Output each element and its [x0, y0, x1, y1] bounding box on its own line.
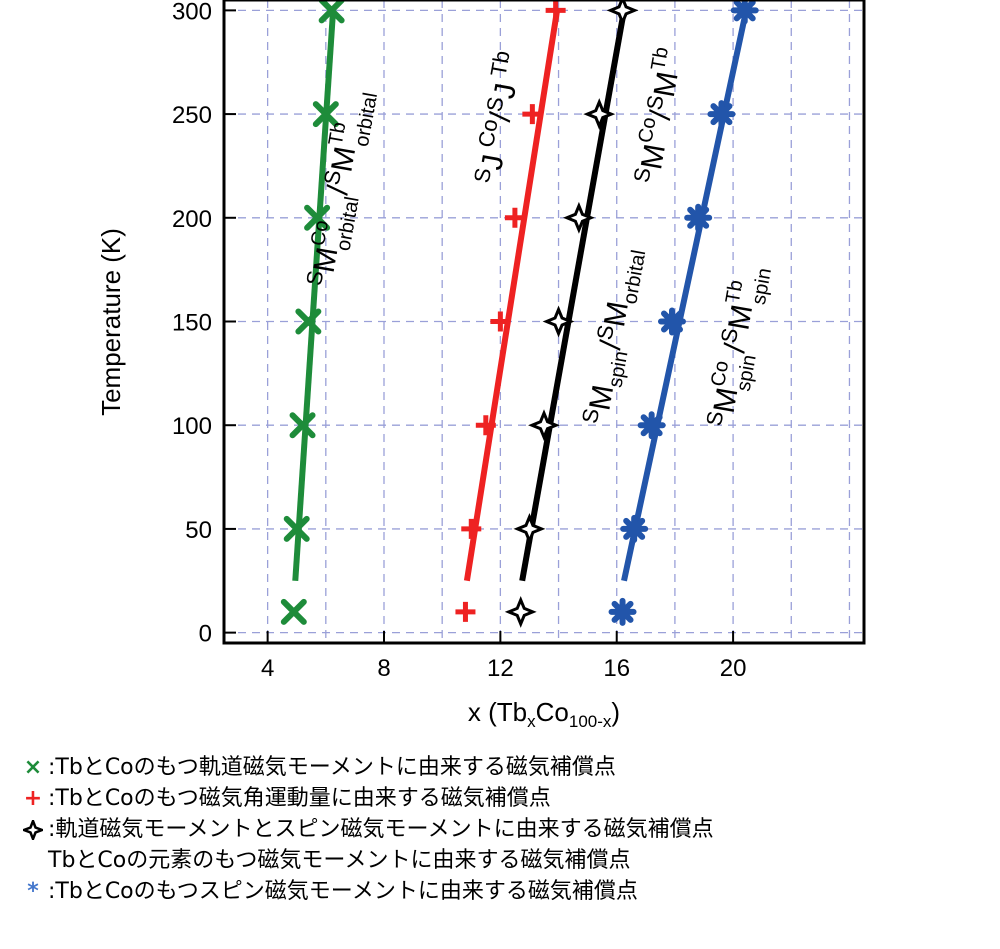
legend-text: TbとCoの元素のもつ磁気モーメントに由来する磁気補償点: [48, 848, 631, 873]
data-point-x: [280, 598, 307, 625]
data-point-star: [542, 305, 575, 338]
y-tick-label: 50: [185, 517, 212, 544]
legend-item-angular-momentum: +:TbとCoのもつ磁気角運動量に由来する磁気補償点: [18, 783, 993, 814]
data-point-plus: [455, 601, 476, 622]
data-point-plus: [522, 104, 543, 125]
x-tick-label: 8: [377, 655, 390, 682]
grid-lines: [224, 0, 864, 643]
data-point-x: [283, 515, 310, 542]
series-0: [280, 0, 345, 625]
x-tick-label: 16: [603, 655, 630, 682]
data-point-plus: [461, 518, 482, 539]
data-point-asterisk: [730, 0, 759, 25]
legend: ×:TbとCoのもつ軌道磁気モーメントに由来する磁気補償点 +:TbとCoのもつ…: [18, 752, 993, 907]
data-point-asterisk: [707, 100, 736, 129]
annotation-element-moment-ratio: SMCo/SMTb: [628, 45, 689, 186]
y-tick-label: 150: [172, 310, 212, 337]
annotation-spin-ratio: SMCospin/SMTbspin: [700, 262, 776, 432]
data-point-plus: [545, 0, 566, 21]
y-tick-label: 100: [172, 413, 212, 440]
data-point-asterisk: [637, 411, 666, 440]
svg-text:SMCoorbital/SMTborbital: SMCoorbital/SMTborbital: [300, 86, 382, 291]
series-line: [292, 10, 337, 581]
series-2: [504, 0, 639, 628]
x-tick-label: 20: [720, 655, 747, 682]
y-tick-label: 0: [199, 621, 212, 648]
plus-icon: +: [23, 786, 43, 811]
annotation-orbital-ratio: SMCoorbital/SMTborbital: [300, 86, 382, 291]
y-tick-label: 300: [172, 0, 212, 25]
asterisk-icon: *: [27, 879, 39, 904]
data-point-star: [606, 0, 639, 27]
data-point-x: [318, 0, 345, 24]
data-point-asterisk: [658, 307, 686, 336]
data-point-x: [289, 412, 316, 439]
data-point-plus: [475, 415, 496, 436]
x-mark-icon: ×: [23, 755, 43, 780]
legend-item-spin-orbital: :軌道磁気モーメントとスピン磁気モーメントに由来する磁気補償点: [18, 814, 993, 845]
series-line: [621, 9, 750, 582]
data-point-plus: [504, 207, 525, 228]
data-point-star: [528, 409, 560, 442]
series-line: [519, 9, 627, 582]
legend-item-orbital: ×:TbとCoのもつ軌道磁気モーメントに由来する磁気補償点: [18, 752, 993, 783]
legend-text: :TbとCoのもつ磁気角運動量に由来する磁気補償点: [48, 786, 551, 811]
data-point-x: [304, 204, 331, 231]
data-point-star: [562, 201, 595, 234]
series-1: [455, 0, 566, 622]
annotation-spin-orbital-ratio: SMspin/SMorbital: [577, 245, 650, 429]
data-point-asterisk: [620, 514, 649, 543]
x-tick-label: 4: [261, 655, 274, 682]
four-point-star-icon: [18, 814, 48, 845]
data-point-star: [513, 512, 546, 545]
data-point-asterisk: [608, 597, 637, 626]
svg-text:SMspin/SMorbital: SMspin/SMorbital: [577, 245, 650, 429]
legend-text: :TbとCoのもつ軌道磁気モーメントに由来する磁気補償点: [48, 755, 616, 780]
svg-text:SMCo/SMTb: SMCo/SMTb: [628, 45, 689, 186]
annotation-angular-momentum-ratio: SJ Co/SJ Tb: [467, 49, 529, 187]
svg-text:SJ Co/SJ Tb: SJ Co/SJ Tb: [467, 49, 529, 187]
x-tick-label: 12: [487, 655, 514, 682]
x-axis-label: x (TbxCo100-x): [468, 697, 620, 731]
legend-text: :TbとCoのもつスピン磁気モーメントに由来する磁気補償点: [48, 879, 638, 904]
series-3: [608, 0, 759, 626]
svg-text:SMCospin/SMTbspin: SMCospin/SMTbspin: [700, 262, 776, 432]
y-tick-label: 200: [172, 206, 212, 233]
series-layer: [280, 0, 759, 628]
data-point-plus: [490, 311, 511, 332]
series-line: [463, 9, 561, 582]
legend-text: :軌道磁気モーメントとスピン磁気モーメントに由来する磁気補償点: [48, 817, 714, 842]
data-point-star: [583, 98, 616, 131]
y-axis-label: Temperature (K): [96, 228, 126, 416]
legend-item-spin-orbital-cont: TbとCoの元素のもつ磁気モーメントに由来する磁気補償点: [18, 845, 993, 876]
data-point-star: [504, 595, 537, 628]
data-point-x: [295, 308, 322, 335]
y-tick-label: 250: [172, 102, 212, 129]
legend-item-spin: * :TbとCoのもつスピン磁気モーメントに由来する磁気補償点: [18, 876, 993, 907]
data-point-asterisk: [684, 203, 713, 232]
data-point-x: [312, 101, 339, 128]
